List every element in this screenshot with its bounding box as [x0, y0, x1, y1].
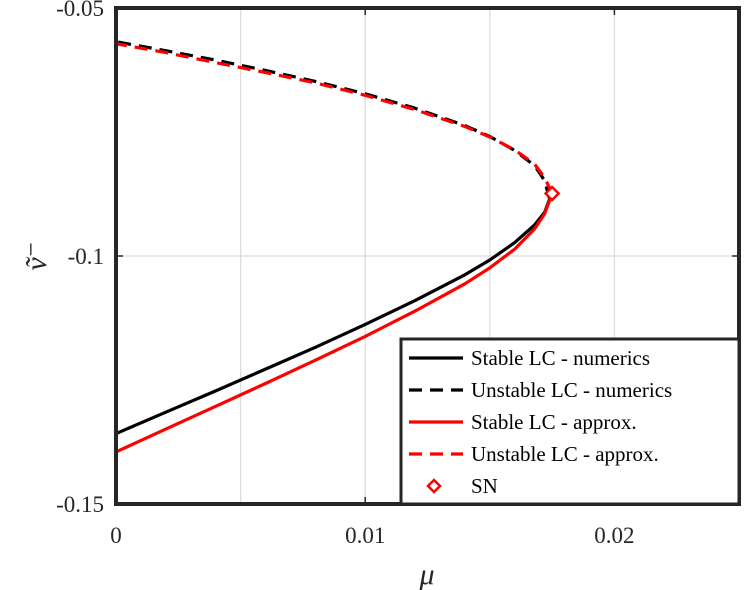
x-tick-label: 0	[110, 523, 122, 548]
curves	[115, 40, 554, 454]
y-tick-label: -0.05	[56, 0, 104, 21]
series-line	[115, 192, 554, 454]
axis-ticks: 0 0.01 0.02 -0.15 -0.1 -0.05	[56, 0, 739, 548]
series-line	[115, 40, 552, 200]
legend-marker	[426, 478, 442, 494]
legend-label: SN	[471, 474, 498, 498]
y-axis-label: ṽ⁻	[20, 241, 53, 270]
x-axis-label: μ	[418, 558, 434, 590]
legend-label: Unstable LC - numerics	[471, 378, 672, 402]
y-tick-label: -0.15	[56, 492, 104, 517]
sn-marker	[543, 185, 561, 202]
x-tick-label: 0.01	[345, 523, 385, 548]
x-tick-label: 0.02	[594, 523, 634, 548]
legend: Stable LC - numerics Unstable LC - numeri…	[399, 337, 741, 506]
y-tick-label: -0.1	[68, 244, 104, 269]
legend-label: Stable LC - numerics	[471, 346, 650, 370]
legend-label: Unstable LC - approx.	[471, 442, 659, 466]
markers	[543, 185, 561, 202]
legend-label: Stable LC - approx.	[471, 410, 637, 434]
series-line	[115, 198, 552, 436]
